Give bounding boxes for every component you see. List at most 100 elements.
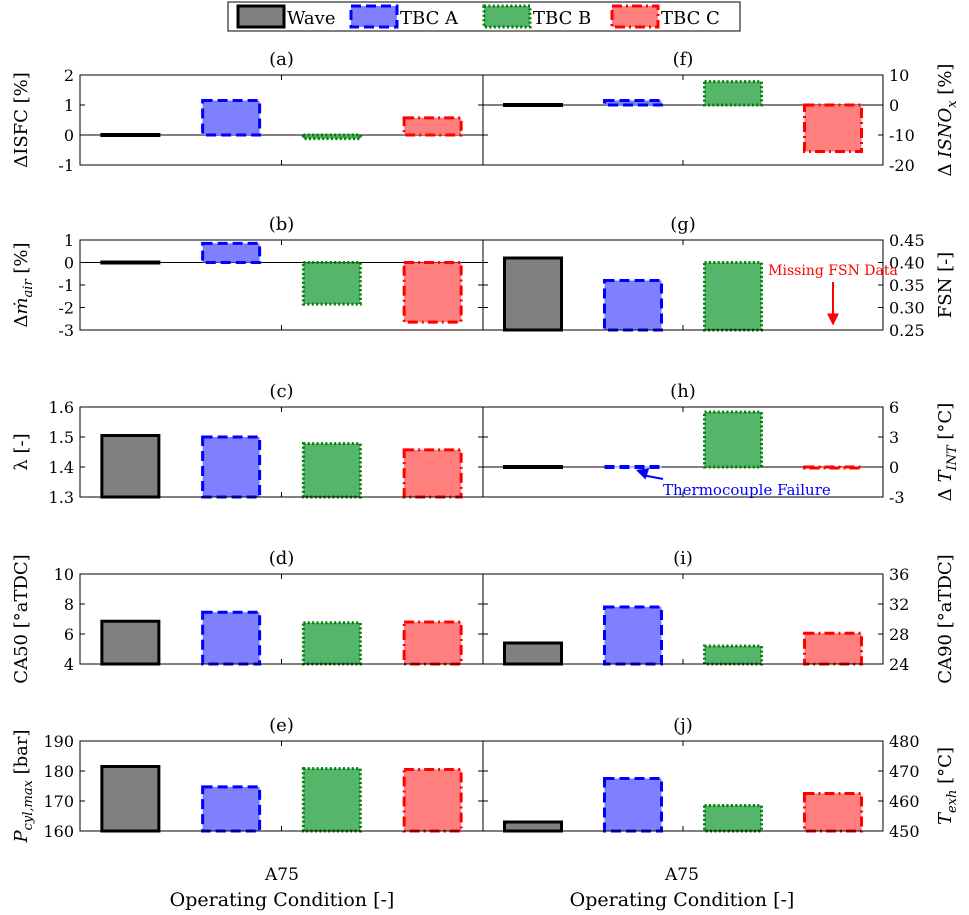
bar-d-tbc-b [301, 621, 362, 666]
bar-f-tbc-b [703, 80, 763, 107]
bar-h-tbc-c [803, 465, 863, 470]
panel-label-g: (g) [670, 214, 696, 235]
ytick-label-e: 180 [43, 762, 74, 781]
panel-c: (c) 1.3 1.4 1.5 1.6 λ [-] [11, 381, 484, 507]
bar-d-tbc-a [201, 610, 262, 666]
bar-j-tbc-b [703, 804, 763, 833]
ytick-label-j: 480 [889, 732, 920, 751]
ytick-label-b: -2 [58, 299, 74, 318]
x-axis-title-right: Operating Condition [-] [570, 889, 795, 911]
panel-h: (h) -3 0 3 6 Δ TINT [°C] Thermocouple Failure [482, 381, 960, 507]
xtick-label-right: A75 [664, 865, 699, 885]
ytick-label-f: -10 [889, 126, 915, 145]
ytick-label-f: -20 [889, 156, 915, 175]
bar-f-wave [503, 103, 563, 107]
bar-e-tbc-c [402, 768, 463, 833]
panel-label-a: (a) [269, 49, 294, 70]
y-axis-label-g: FSN [-] [935, 252, 956, 318]
panel-a: (a) -1 0 1 2 ΔISFC [%] [11, 49, 484, 175]
bar-i-tbc-b [703, 644, 763, 666]
bar-d-wave [100, 619, 161, 666]
y-axis-label-i: CA90 [°aTDC] [935, 554, 956, 683]
ytick-label-i: 32 [889, 595, 909, 614]
bar-a-wave [100, 133, 161, 137]
y-axis-label-f: Δ ISNOx [%] [935, 64, 960, 177]
bar-f-tbc-a [603, 99, 663, 107]
legend-label-tbc-c: TBC C [661, 8, 720, 29]
bar-b-wave [100, 260, 161, 265]
bar-d-tbc-c [402, 620, 463, 666]
bar-a-tbc-a [201, 99, 262, 137]
panel-j: (j) 450 460 470 480 Texh [°C] [482, 715, 960, 841]
ytick-label-d: 10 [54, 565, 74, 584]
panel-i: (i) 24 28 32 36 CA90 [°aTDC] [482, 548, 956, 684]
annotation-arrowhead-g [827, 313, 839, 326]
panel-e: (e) 160 170 180 190 Pcyl,max [bar] [11, 715, 484, 844]
y-axis-label-c: λ [-] [11, 433, 32, 470]
bar-h-wave [503, 465, 563, 469]
bar-j-tbc-c [803, 792, 863, 833]
panel-b: (b) -3 -2 -1 0 1 Δṁair [%] [11, 214, 484, 340]
ytick-label-c: 1.3 [49, 488, 74, 507]
ytick-label-h: 0 [889, 458, 899, 477]
ytick-label-b: -3 [58, 321, 74, 340]
ytick-label-d: 6 [64, 625, 74, 644]
y-axis-label-a: ΔISFC [%] [11, 72, 32, 168]
annotation-arrowhead-h [636, 468, 650, 480]
ytick-label-e: 190 [43, 732, 74, 751]
panel-label-j: (j) [673, 715, 693, 736]
bar-b-tbc-c [402, 261, 463, 324]
legend-label-tbc-a: TBC A [400, 8, 459, 29]
ytick-label-i: 36 [889, 565, 909, 584]
ytick-label-b: 1 [64, 231, 74, 250]
ytick-label-h: 6 [889, 398, 899, 417]
annotation-h: Thermocouple Failure [636, 468, 831, 499]
bar-b-tbc-b [301, 261, 362, 306]
legend-swatch-tbc-a [349, 4, 399, 29]
ytick-label-g: 0.45 [889, 231, 925, 250]
y-axis-label-b: Δṁair [%] [11, 242, 36, 327]
x-axis-title-left: Operating Condition [-] [170, 889, 395, 911]
ytick-label-f: 0 [889, 96, 899, 115]
panel-label-e: (e) [269, 715, 294, 736]
ytick-label-j: 450 [889, 822, 920, 841]
y-axis-label-j: Texh [°C] [935, 747, 960, 825]
ytick-label-b: 0 [64, 254, 74, 273]
panel-label-c: (c) [269, 381, 293, 402]
ytick-label-j: 460 [889, 792, 920, 811]
ytick-label-g: 0.30 [889, 299, 925, 318]
ytick-label-a: 1 [64, 96, 74, 115]
bar-a-tbc-b [301, 133, 362, 141]
bar-h-tbc-a [603, 465, 663, 469]
ytick-label-c: 1.4 [49, 458, 74, 477]
panel-label-i: (i) [673, 548, 693, 569]
panel-label-b: (b) [269, 214, 295, 235]
ytick-label-b: -1 [58, 276, 74, 295]
bar-a-tbc-c [402, 116, 463, 137]
legend: Wave TBC A TBC B TBC C [227, 1, 741, 32]
bar-c-tbc-b [301, 442, 362, 499]
bar-i-wave [503, 641, 563, 666]
panel-g: (g) 0.25 0.30 0.35 0.40 0.45 FSN [-] Missing FS… [482, 214, 956, 340]
ytick-label-e: 170 [43, 792, 74, 811]
panel-label-f: (f) [673, 49, 694, 70]
bar-b-tbc-a [201, 241, 262, 264]
x-axis-labels: A75 A75 Operating Condition [-] Operatin… [170, 865, 795, 911]
bar-e-tbc-b [301, 767, 362, 833]
bar-h-tbc-b [703, 410, 763, 469]
legend-label-tbc-b: TBC B [533, 8, 591, 29]
panel-d: (d) 4 6 8 10 CA50 [°aTDC] [11, 548, 484, 684]
ytick-label-g: 0.25 [889, 321, 925, 340]
y-axis-label-h: Δ TINT [°C] [935, 403, 960, 501]
bar-g-tbc-a [603, 279, 663, 332]
ytick-label-c: 1.5 [49, 428, 74, 447]
bar-c-tbc-c [402, 448, 463, 499]
ytick-label-c: 1.6 [49, 398, 74, 417]
panel-f: (f) -20 -10 0 10 Δ ISNOx [%] [482, 49, 960, 177]
ytick-label-d: 4 [64, 655, 74, 674]
annotation-text-h: Thermocouple Failure [663, 481, 831, 499]
bar-g-tbc-b [703, 261, 763, 332]
bar-c-tbc-a [201, 435, 262, 499]
